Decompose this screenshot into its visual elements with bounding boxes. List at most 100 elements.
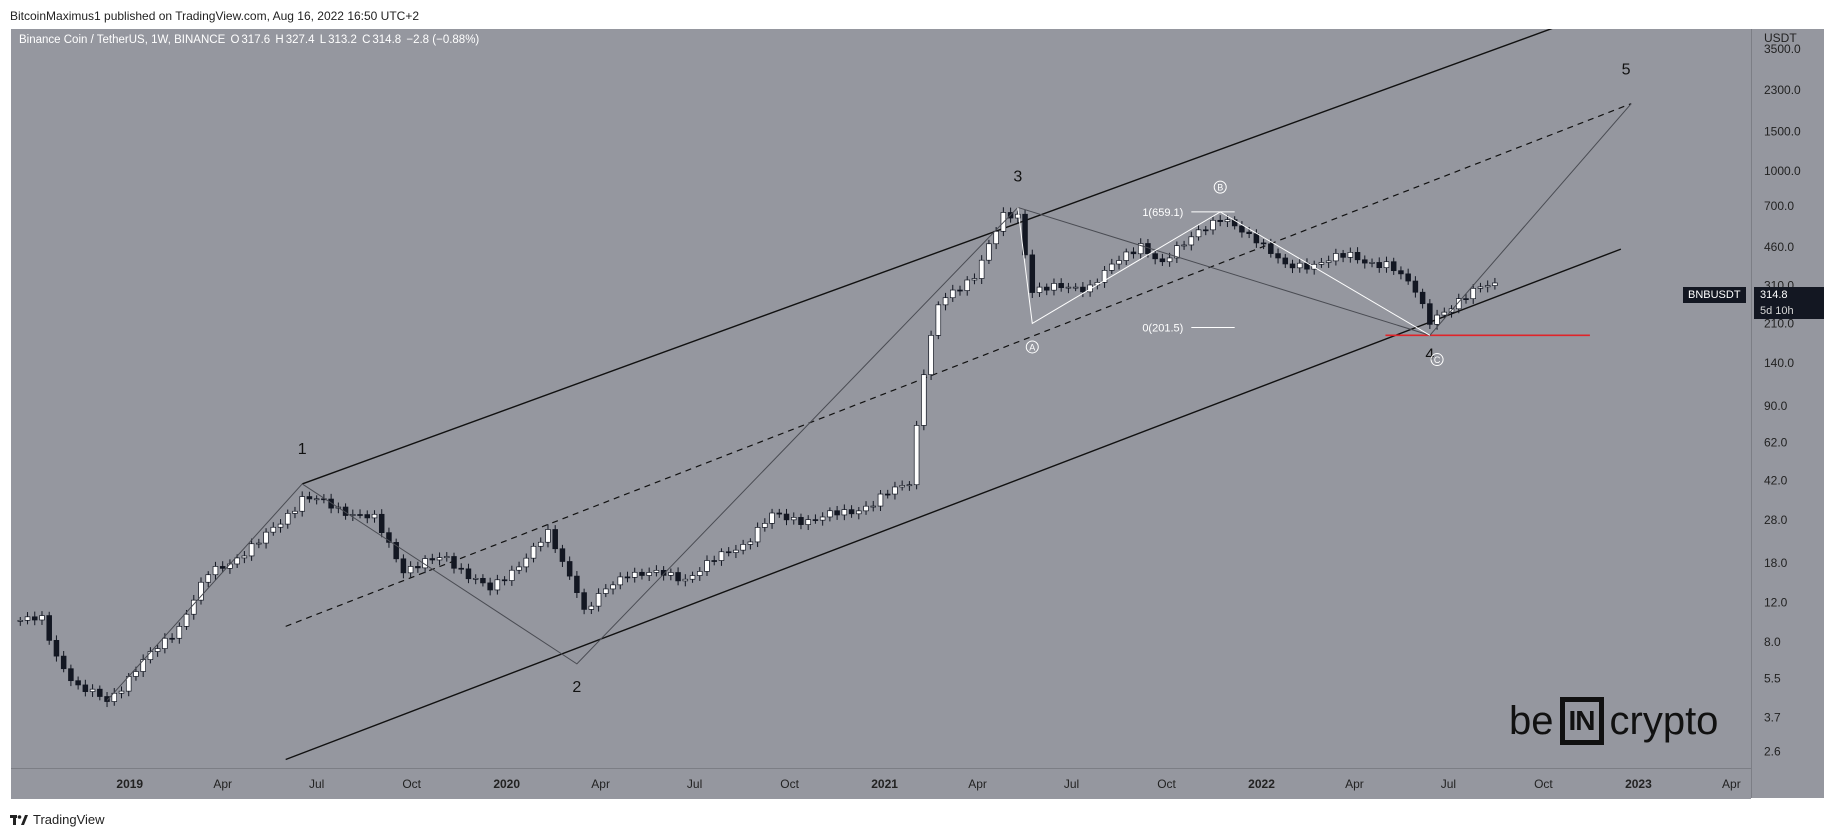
candle	[697, 567, 703, 581]
candle	[675, 567, 681, 586]
candle	[364, 510, 371, 524]
candle	[1065, 282, 1072, 294]
candle	[689, 571, 696, 583]
candle-body	[169, 637, 175, 640]
tradingview-brand[interactable]: TradingView	[10, 812, 105, 827]
candle	[574, 571, 580, 598]
candle	[595, 588, 602, 612]
candle-body	[1470, 288, 1476, 300]
watermark-pre: be	[1509, 698, 1554, 743]
candle-body	[480, 577, 486, 584]
candle-body	[494, 579, 501, 591]
chart-area[interactable]: 1(659.1) 0(201.5) 1 2 3 4 5 A B C Binance Coin / …	[11, 29, 1751, 798]
candle-body	[639, 571, 645, 576]
candle-body	[1369, 262, 1375, 264]
candle	[1427, 299, 1433, 329]
price-tick-label: 8.0	[1764, 635, 1781, 649]
candle-body	[1087, 284, 1093, 293]
candle-body	[812, 519, 819, 521]
candle-body	[465, 568, 472, 580]
candle	[494, 574, 501, 595]
candle-body	[1260, 242, 1267, 245]
candle-body	[256, 542, 262, 545]
candle	[1441, 307, 1448, 319]
candle-body	[1166, 257, 1173, 263]
candle	[1123, 248, 1130, 266]
price-tick-label: 3500.0	[1764, 42, 1801, 56]
candle	[183, 609, 190, 630]
candle-body	[444, 556, 450, 558]
candle	[1210, 215, 1216, 235]
candle	[783, 508, 790, 526]
price-tick-label: 2.6	[1764, 745, 1781, 759]
candle	[877, 489, 884, 512]
candle	[1058, 278, 1064, 292]
candle	[1029, 249, 1036, 299]
candle-body	[776, 512, 783, 515]
candle	[545, 524, 551, 548]
candle-body	[1058, 283, 1064, 289]
candles-group	[17, 207, 1498, 708]
candle-body	[675, 572, 681, 582]
time-axis[interactable]: 2019 Apr Jul Oct 2020 Apr Jul Oct 2021 Apr Jul Oct 2…	[11, 768, 1751, 799]
candle	[68, 664, 74, 687]
candle	[104, 691, 110, 708]
candle	[870, 500, 877, 512]
price-axis[interactable]: USDT 2.6 3.7 5.5 8.0 12.0 18.0 28.0 42.0 62.0 90.0…	[1751, 29, 1824, 798]
candle-body	[1130, 251, 1137, 255]
candle-body	[1340, 253, 1346, 258]
chart-svg[interactable]: 1(659.1) 0(201.5) 1 2 3 4 5 A B C	[11, 29, 1751, 768]
candle-body	[1188, 236, 1195, 246]
candle-body	[588, 605, 595, 610]
candle-body	[458, 567, 464, 570]
circle-label-ring-A	[1025, 340, 1039, 354]
candle-body	[574, 575, 580, 593]
candle-body	[277, 523, 284, 528]
candle	[1354, 247, 1361, 264]
candle-body	[133, 671, 139, 677]
candle-body	[263, 531, 269, 544]
candle-body	[603, 588, 609, 594]
candle-body	[863, 505, 869, 512]
candle-body	[1036, 286, 1043, 293]
candle-body	[241, 555, 248, 559]
candle	[1260, 239, 1267, 250]
time-tick-label: Oct	[1534, 777, 1553, 791]
candle-body	[371, 513, 378, 519]
candle-body	[1217, 219, 1223, 222]
candle	[899, 480, 905, 491]
candle-body	[1441, 311, 1448, 316]
candle-body	[1484, 285, 1491, 288]
candle-body	[400, 558, 407, 574]
candle	[487, 577, 493, 596]
candle-body	[769, 512, 775, 524]
watermark-box: IN	[1559, 697, 1604, 745]
candle-body	[1015, 213, 1021, 219]
candle	[284, 509, 291, 529]
candle	[711, 555, 717, 566]
candle	[154, 644, 161, 657]
candle	[935, 301, 942, 340]
candle	[812, 514, 819, 524]
candle-body	[1318, 262, 1325, 265]
time-tick-label: 2022	[1248, 777, 1275, 791]
candle	[581, 588, 587, 615]
candle-body	[668, 572, 674, 576]
candle	[754, 522, 761, 548]
candle	[740, 539, 746, 555]
candle-body	[971, 278, 978, 281]
candle-body	[841, 509, 848, 516]
candle-body	[118, 690, 125, 694]
wave-label-5: 5	[1622, 61, 1631, 78]
candle	[603, 584, 609, 598]
corrective-path	[1017, 207, 1431, 336]
wave-label-3: 3	[1013, 169, 1022, 186]
candle	[1340, 249, 1346, 263]
candle	[993, 227, 999, 250]
channel-line-solid-0	[301, 29, 1553, 485]
candle-body	[1477, 286, 1484, 289]
candle-body	[1282, 257, 1289, 265]
time-tick-label: Apr	[968, 777, 987, 791]
candle-body	[1101, 270, 1108, 283]
candle	[306, 491, 313, 503]
